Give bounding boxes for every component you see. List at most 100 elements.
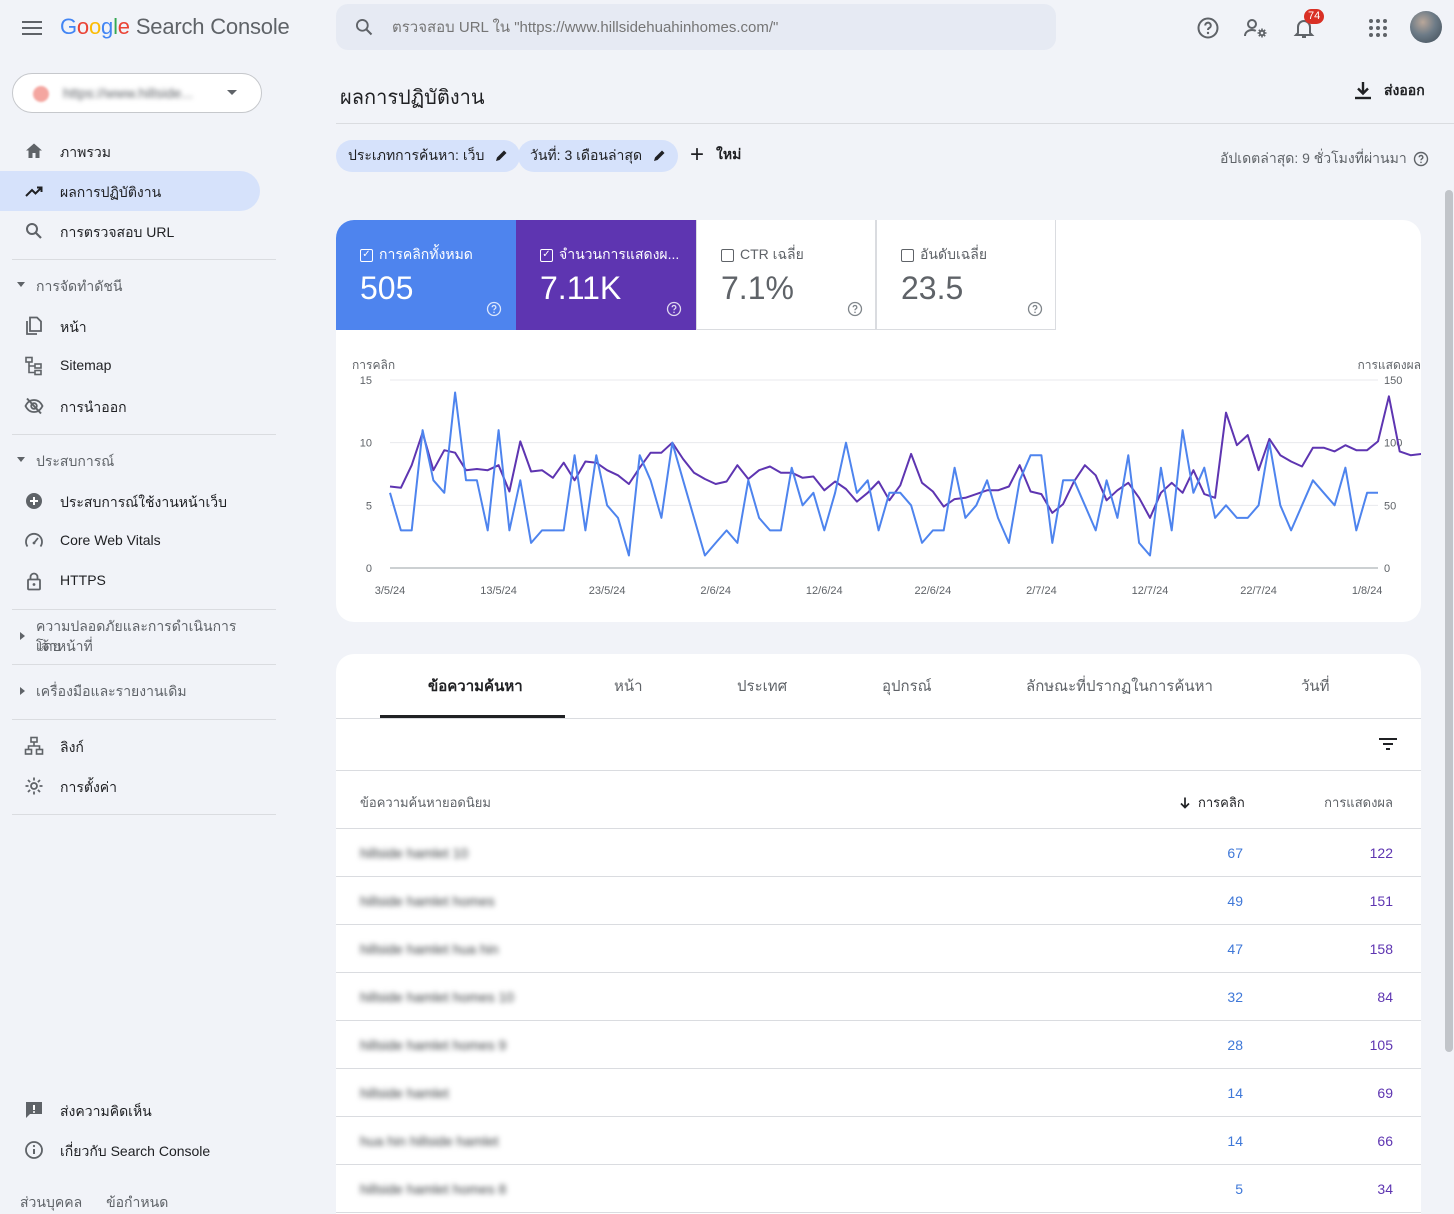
- impressions-cell: 84: [1377, 989, 1393, 1005]
- sidebar-item-sitemaps[interactable]: Sitemap: [0, 346, 260, 386]
- gear-icon: [25, 777, 43, 795]
- help-icon[interactable]: [666, 301, 682, 317]
- logo-letter: o: [88, 14, 102, 39]
- sidebar-item-settings[interactable]: การตั้งค่า: [0, 766, 260, 806]
- metric-total-clicks[interactable]: ✓ การคลิกทั้งหมด 505: [336, 220, 516, 330]
- sidebar-item-https[interactable]: HTTPS: [0, 561, 260, 601]
- url-inspect-search[interactable]: [336, 4, 1056, 50]
- table-row[interactable]: hua hin hillside hamlet 14 66: [336, 1117, 1421, 1165]
- help-icon[interactable]: [1192, 12, 1224, 44]
- privacy-link[interactable]: ส่วนบุคคล: [20, 1194, 83, 1210]
- sidebar-item-url-inspection[interactable]: การตรวจสอบ URL: [0, 211, 260, 251]
- clicks-cell: 47: [1227, 941, 1243, 957]
- app-logo[interactable]: Google Search Console: [60, 14, 290, 40]
- impressions-cell: 66: [1377, 1133, 1393, 1149]
- manage-users-icon[interactable]: [1240, 12, 1272, 44]
- sidebar-item-overview[interactable]: ภาพรวม: [0, 131, 260, 171]
- sidebar-item-page-experience[interactable]: ประสบการณ์ใช้งานหน้าเว็บ: [0, 481, 260, 521]
- table-row[interactable]: hillside hamlet homes 49 151: [336, 877, 1421, 925]
- query-cell: hillside hamlet homes 8: [360, 1181, 507, 1197]
- y-axis-right-title: การแสดงผล: [1357, 358, 1421, 372]
- date-filter-chip[interactable]: วันที่: 3 เดือนล่าสุด: [518, 140, 679, 172]
- metric-value: 505: [360, 270, 414, 306]
- help-icon[interactable]: [847, 301, 863, 317]
- terms-link[interactable]: ข้อกำหนด: [106, 1194, 169, 1210]
- impressions-cell: 158: [1369, 941, 1393, 957]
- sidebar-item-label: Sitemap: [60, 357, 112, 373]
- metric-label: จำนวนการแสดงผ...: [559, 246, 680, 262]
- page-scrollbar[interactable]: [1445, 190, 1453, 1052]
- section-indexing[interactable]: การจัดทำดัชนี: [0, 276, 260, 296]
- table-row[interactable]: hillside hamlet 14 69: [336, 1069, 1421, 1117]
- clicks-cell: 67: [1227, 845, 1243, 861]
- tab-dates[interactable]: วันที่: [1301, 678, 1330, 695]
- logo-letter: G: [60, 14, 77, 39]
- notifications-badge: 74: [1304, 9, 1325, 24]
- account-avatar[interactable]: [1410, 11, 1442, 43]
- search-icon[interactable]: [354, 17, 374, 37]
- row-divider: [336, 924, 1421, 925]
- help-icon[interactable]: [486, 301, 502, 317]
- sidebar-item-removals[interactable]: การนำออก: [0, 386, 260, 426]
- filter-icon[interactable]: [1376, 732, 1400, 756]
- sidebar-item-about[interactable]: เกี่ยวกับ Search Console: [0, 1130, 260, 1170]
- row-divider: [336, 1068, 1421, 1069]
- tab-countries[interactable]: ประเทศ: [737, 678, 788, 695]
- search-type-filter-chip[interactable]: ประเภทการค้นหา: เว็บ: [336, 140, 521, 172]
- section-experience[interactable]: ประสบการณ์: [0, 451, 260, 471]
- notifications-icon[interactable]: 74: [1288, 9, 1325, 44]
- new-filter-button[interactable]: + ใหม่: [690, 143, 741, 167]
- table-toolbar-divider: [336, 770, 1421, 771]
- export-button[interactable]: ส่งออก: [1352, 80, 1425, 102]
- x-tick-label: 12/6/24: [806, 585, 843, 597]
- sidebar-item-feedback[interactable]: ส่งความคิดเห็น: [0, 1090, 260, 1130]
- table-row[interactable]: hillside hamlet 10 67 122: [336, 829, 1421, 877]
- x-tick-label: 13/5/24: [480, 585, 517, 597]
- metric-average-ctr[interactable]: CTR เฉลี่ย 7.1%: [696, 220, 876, 330]
- table-row[interactable]: hillside hamlet homes 10 32 84: [336, 973, 1421, 1021]
- series-line-impressions: [389, 395, 1421, 519]
- sidebar-item-pages[interactable]: หน้า: [0, 306, 260, 346]
- metric-total-impressions[interactable]: ✓ จำนวนการแสดงผ... 7.11K: [516, 220, 696, 330]
- section-legacy[interactable]: เครื่องมือและรายงานเดิม: [0, 681, 260, 701]
- impressions-cell: 69: [1377, 1085, 1393, 1101]
- section-label: ความปลอดภัยและการดำเนินการโดย: [36, 618, 237, 654]
- section-label: ประสบการณ์: [36, 453, 115, 469]
- column-header-query: ข้อความค้นหายอดนิยม: [360, 795, 491, 810]
- caret-right-icon: [20, 632, 25, 640]
- table-row[interactable]: hillside hamlet homes 8 5 34: [336, 1165, 1421, 1213]
- query-cell: hillside hamlet homes 10: [360, 989, 515, 1005]
- table-row[interactable]: hillside hamlet hua hin 47 158: [336, 925, 1421, 973]
- apps-grid-icon[interactable]: [1362, 12, 1394, 44]
- row-divider: [336, 1020, 1421, 1021]
- property-favicon-icon: [33, 86, 49, 102]
- caret-down-icon: [227, 90, 237, 95]
- section-security[interactable]: ความปลอดภัยและการดำเนินการโดย เจ้าหน้าที…: [0, 616, 260, 656]
- performance-chart-card: ✓ การคลิกทั้งหมด 505 ✓ จำนวนการแสดงผ... 7.…: [336, 220, 1421, 622]
- tab-pages[interactable]: หน้า: [614, 678, 643, 695]
- property-selector[interactable]: https://www.hillside...: [12, 73, 262, 113]
- tab-search-appearance[interactable]: ลักษณะที่ปรากฏในการค้นหา: [1026, 678, 1213, 695]
- column-header-impressions[interactable]: การแสดงผล: [1324, 795, 1393, 810]
- menu-icon[interactable]: [20, 16, 44, 40]
- metric-value: 7.1%: [721, 270, 794, 306]
- impressions-cell: 151: [1369, 893, 1393, 909]
- sidebar-item-core-web-vitals[interactable]: Core Web Vitals: [0, 521, 260, 561]
- sidebar-item-label: ภาพรวม: [60, 144, 111, 160]
- tab-devices[interactable]: อุปกรณ์: [882, 678, 932, 695]
- last-updated-text: อัปเดตล่าสุด: 9 ชั่วโมงที่ผ่านมา: [1220, 150, 1407, 166]
- query-cell: hillside hamlet: [360, 1085, 449, 1101]
- column-header-clicks[interactable]: การคลิก: [1178, 792, 1245, 813]
- metric-average-position[interactable]: อันดับเฉลี่ย 23.5: [876, 220, 1056, 330]
- add-circle-icon: [26, 493, 42, 509]
- sidebar-item-performance[interactable]: ผลการปฏิบัติงาน: [0, 171, 260, 211]
- caret-right-icon: [20, 687, 25, 695]
- table-row[interactable]: hillside hamlet homes 9 28 105: [336, 1021, 1421, 1069]
- sidebar-item-links[interactable]: ลิงก์: [0, 726, 260, 766]
- x-tick-label: 1/8/24: [1352, 585, 1383, 597]
- tab-queries[interactable]: ข้อความค้นหา: [428, 678, 523, 695]
- url-inspect-input[interactable]: [392, 14, 1032, 40]
- help-icon[interactable]: [1413, 151, 1429, 167]
- help-icon[interactable]: [1027, 301, 1043, 317]
- row-divider: [336, 1164, 1421, 1165]
